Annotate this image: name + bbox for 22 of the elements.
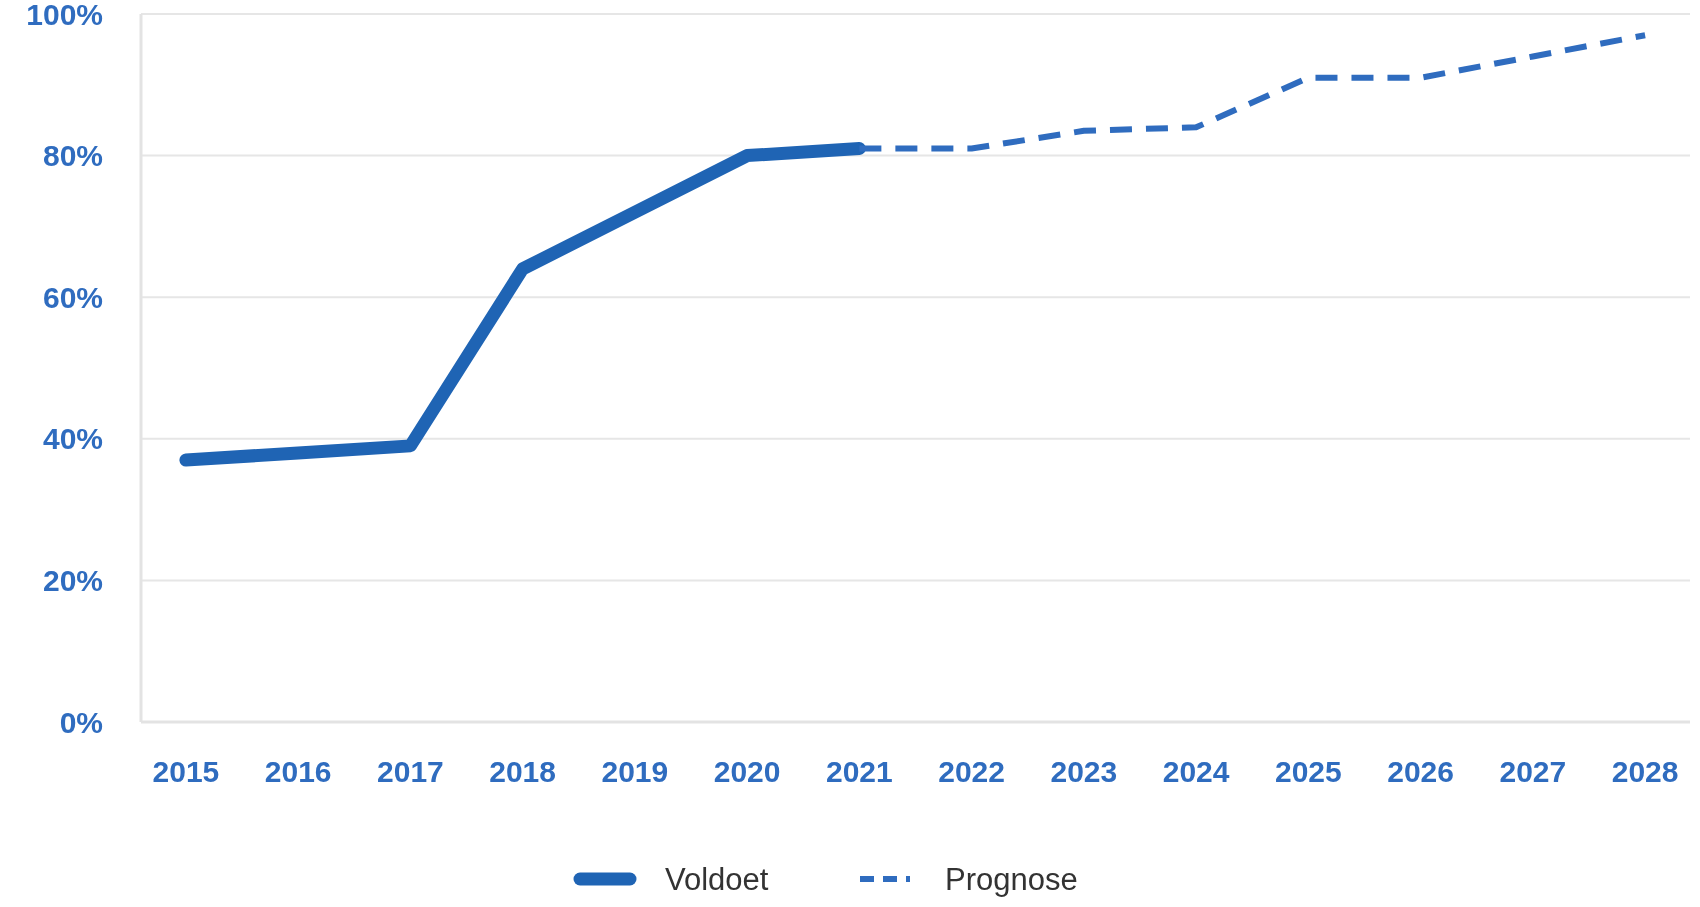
x-tick-label: 2023 [1050,755,1118,788]
x-tick-label: 2025 [1274,755,1342,788]
y-tick-label: 80% [42,139,103,173]
x-tick-label: 2028 [1611,755,1679,788]
legend-label: Voldoet [665,861,769,897]
x-tick-label: 2027 [1499,755,1567,788]
x-tick-label: 2017 [377,755,444,788]
x-tick-label: 2021 [826,755,893,788]
x-tick-label: 2015 [152,755,220,788]
y-tick-label: 100% [26,0,103,31]
x-tick-label: 2024 [1162,755,1230,788]
y-tick-label: 40% [42,422,103,456]
y-tick-label: 20% [42,563,103,597]
x-tick-label: 2022 [938,755,1005,788]
y-tick-label: 0% [59,705,103,739]
x-tick-label: 2018 [489,755,557,788]
y-tick-label: 60% [42,280,103,314]
legend-label: Prognose [945,861,1078,897]
x-tick-label: 2019 [601,755,669,788]
x-tick-label: 2016 [264,755,332,788]
x-tick-label: 2026 [1387,755,1454,788]
x-tick-label: 2020 [713,755,781,788]
